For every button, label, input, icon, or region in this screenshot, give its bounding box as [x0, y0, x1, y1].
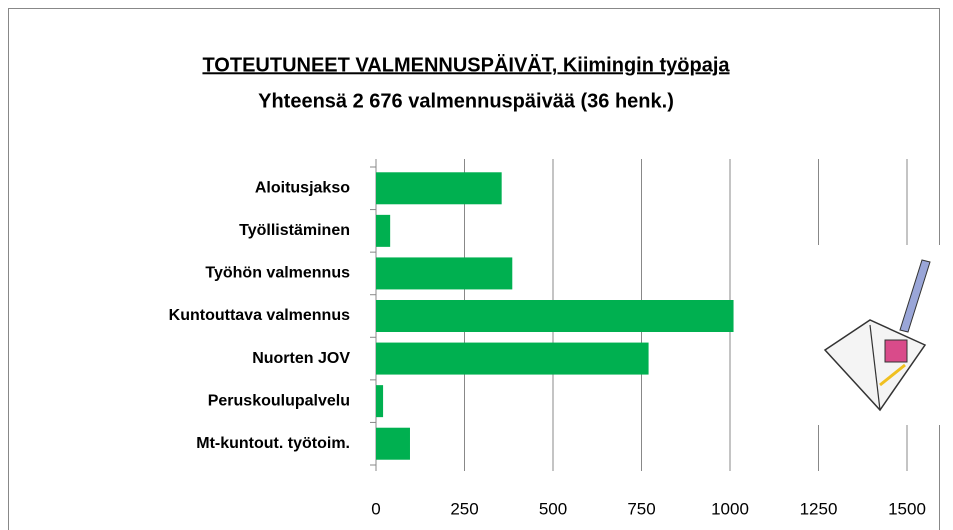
bar — [376, 343, 649, 375]
chart: TOTEUTUNEET VALMENNUSPÄIVÄT, Kiimingin t… — [0, 0, 953, 530]
y-tick-label: Työllistäminen — [239, 222, 350, 239]
clipart — [818, 245, 940, 425]
y-tick-label: Aloitusjakso — [255, 180, 350, 197]
x-tick-label: 750 — [627, 499, 655, 518]
y-tick-label: Mt-kuntout. työtoim. — [196, 435, 350, 452]
chart-subtitle: Yhteensä 2 676 valmennuspäivää (36 henk.… — [258, 90, 674, 112]
x-tick-label: 1250 — [800, 499, 838, 518]
page: {"chart_data": {"type": "bar", "orientat… — [0, 0, 953, 530]
x-tick-label: 500 — [539, 499, 567, 518]
y-tick-label: Peruskoulupalvelu — [208, 392, 350, 409]
chart-title: TOTEUTUNEET VALMENNUSPÄIVÄT, Kiimingin t… — [202, 53, 730, 76]
y-tick-label: Nuorten JOV — [252, 350, 350, 367]
bar — [376, 300, 734, 332]
x-tick-label: 1000 — [711, 499, 749, 518]
x-tick-label: 250 — [450, 499, 478, 518]
bar — [376, 428, 410, 460]
clipart-square — [885, 340, 907, 362]
y-tick-label: Kuntouttava valmennus — [169, 307, 350, 324]
x-tick-label: 1500 — [888, 499, 926, 518]
bar — [376, 257, 512, 289]
bar — [376, 215, 390, 247]
bar — [376, 385, 383, 417]
bar — [376, 172, 502, 204]
y-tick-label: Työhön valmennus — [205, 265, 350, 282]
x-tick-label: 0 — [371, 499, 380, 518]
